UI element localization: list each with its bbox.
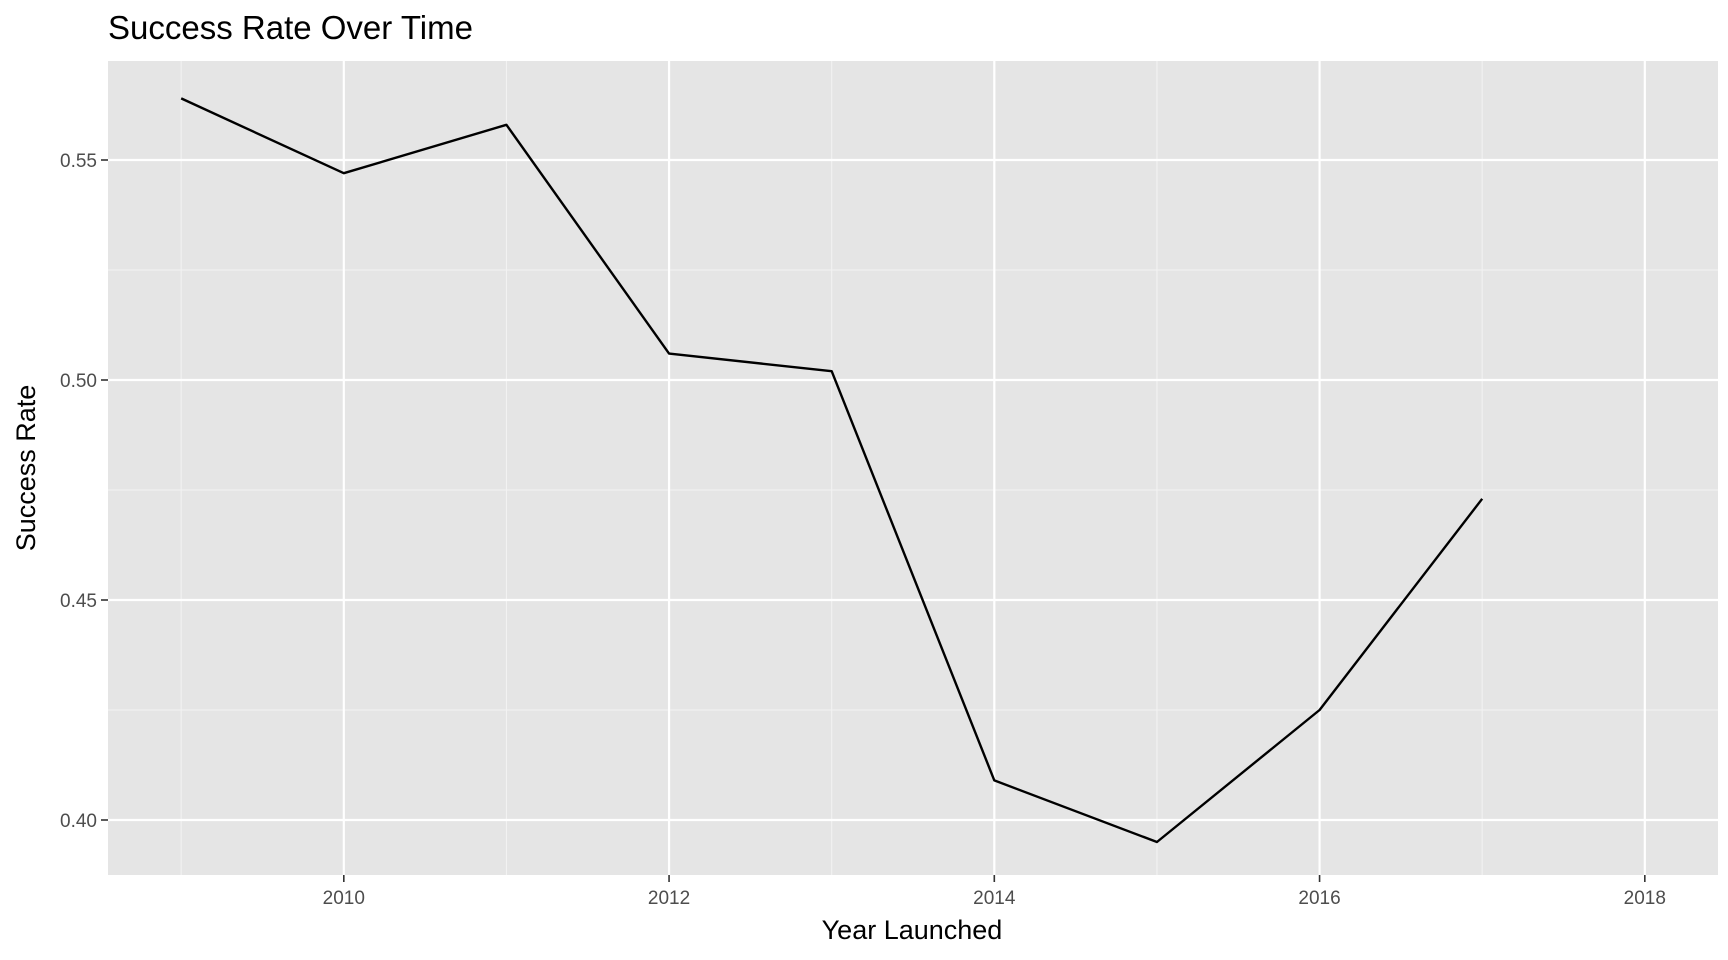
chart-title: Success Rate Over Time: [108, 9, 473, 46]
plot-panel: [108, 61, 1718, 875]
plot-panel-background: [108, 61, 1718, 875]
x-tick-label: 2016: [1298, 888, 1340, 909]
x-axis-title: Year Launched: [822, 915, 1003, 945]
series-layer: [180, 97, 1484, 844]
y-tick-label: 0.40: [60, 811, 97, 832]
x-tick-label: 2018: [1624, 888, 1666, 909]
y-tick-label: 0.45: [60, 591, 97, 612]
x-tick-label: 2012: [648, 888, 690, 909]
minor-gridlines: [108, 61, 1718, 875]
y-tick-label: 0.55: [60, 151, 97, 172]
y-axis: 0.40 0.45 0.50 0.55: [60, 151, 108, 832]
y-tick-label: 0.50: [60, 371, 97, 392]
y-axis-title: Success Rate: [11, 385, 41, 552]
x-tick-label: 2010: [323, 888, 365, 909]
x-tick-label: 2014: [973, 888, 1016, 909]
major-gridlines: [108, 61, 1718, 875]
x-axis: 2010 2012 2014 2016 2018: [323, 875, 1666, 909]
series-line: [180, 97, 1484, 844]
